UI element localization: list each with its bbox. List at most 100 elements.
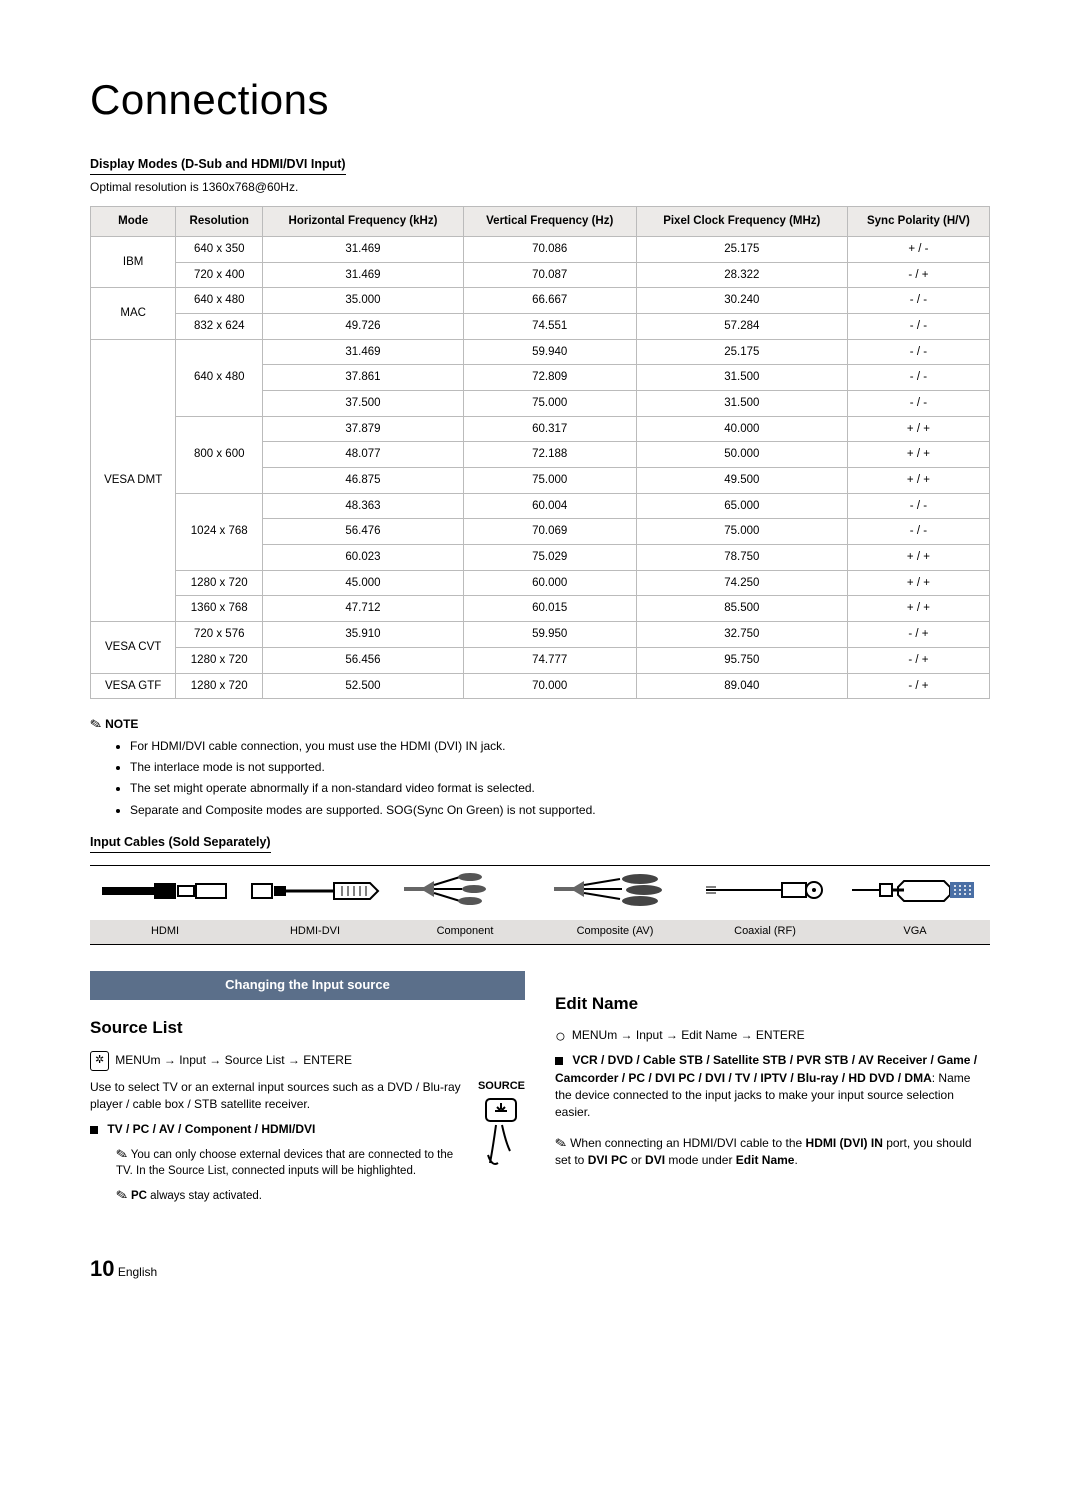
table-header: Vertical Frequency (Hz) [463,207,636,237]
mode-cell: IBM [91,237,176,288]
cable-icon [700,872,830,908]
data-cell: + / + [847,416,989,442]
data-cell: 48.363 [263,493,464,519]
data-cell: 31.469 [263,237,464,263]
cable-label-row: HDMIHDMI-DVIComponentComposite (AV)Coaxi… [90,920,990,945]
data-cell: 50.000 [636,442,847,468]
data-cell: 52.500 [263,673,464,699]
source-label: SOURCE [478,1079,525,1095]
table-header: Horizontal Frequency (kHz) [263,207,464,237]
data-cell: 56.476 [263,519,464,545]
source-list-heading: Source List [90,1016,525,1041]
data-cell: 47.712 [263,596,464,622]
cable-art-row [90,865,990,920]
cable-art-cell [90,866,240,920]
data-cell: 57.284 [636,314,847,340]
source-list-note2: ✎ PC always stay activated. [116,1184,462,1205]
cable-art-cell [690,866,840,920]
data-cell: 70.000 [463,673,636,699]
menu-icon: ✲ [90,1051,109,1071]
note-item: The set might operate abnormally if a no… [130,780,990,797]
data-cell: 74.551 [463,314,636,340]
cable-icon [100,872,230,908]
data-cell: 48.077 [263,442,464,468]
table-row: 800 x 60037.87960.31740.000+ / + [91,416,990,442]
table-header: Mode [91,207,176,237]
table-row: 1024 x 76848.36360.00465.000- / - [91,493,990,519]
menu-path-prefix: MENUm [115,1053,160,1067]
data-cell: + / + [847,468,989,494]
data-cell: 28.322 [636,262,847,288]
cable-label: Composite (AV) [540,920,690,944]
data-cell: - / - [847,314,989,340]
mode-cell: VESA CVT [91,622,176,673]
data-cell: 70.069 [463,519,636,545]
resolution-cell: 1280 x 720 [176,570,263,596]
table-header: Pixel Clock Frequency (MHz) [636,207,847,237]
table-row: VESA GTF1280 x 72052.50070.00089.040- / … [91,673,990,699]
note-block: ✎ NOTE For HDMI/DVI cable connection, yo… [90,713,990,819]
cable-label: VGA [840,920,990,944]
data-cell: - / + [847,262,989,288]
table-row: VESA DMT640 x 48031.46959.94025.175- / - [91,339,990,365]
data-cell: - / - [847,493,989,519]
data-cell: 30.240 [636,288,847,314]
data-cell: 37.861 [263,365,464,391]
data-cell: 31.500 [636,391,847,417]
display-modes-heading: Display Modes (D-Sub and HDMI/DVI Input) [90,155,346,175]
data-cell: 31.500 [636,365,847,391]
data-cell: - / + [847,622,989,648]
data-cell: 95.750 [636,647,847,673]
source-list-bullet: TV / PC / AV / Component / HDMI/DVI [90,1121,462,1138]
mode-cell: MAC [91,288,176,339]
table-row: 1360 x 76847.71260.01585.500+ / + [91,596,990,622]
data-cell: 56.456 [263,647,464,673]
source-list-note1: ✎ You can only choose external devices t… [116,1143,462,1180]
resolution-cell: 1024 x 768 [176,493,263,570]
source-list-menu-path: ✲ MENUm → Input → Source List → ENTERE [90,1051,525,1071]
data-cell: 37.500 [263,391,464,417]
cable-art-cell [840,866,990,920]
square-bullet-icon [90,1126,98,1134]
data-cell: 59.940 [463,339,636,365]
data-cell: 49.726 [263,314,464,340]
data-cell: 60.004 [463,493,636,519]
cable-icon [850,872,980,908]
note-item: For HDMI/DVI cable connection, you must … [130,738,990,755]
note-label: NOTE [105,717,138,731]
display-modes-table: ModeResolutionHorizontal Frequency (kHz)… [90,206,990,699]
data-cell: 74.777 [463,647,636,673]
data-cell: 75.000 [463,468,636,494]
data-cell: 70.086 [463,237,636,263]
data-cell: 60.023 [263,545,464,571]
edit-name-menu-path: ○ MENUm → Input → Edit Name → ENTERE [555,1027,990,1044]
data-cell: + / + [847,596,989,622]
data-cell: + / + [847,545,989,571]
cable-label: Coaxial (RF) [690,920,840,944]
data-cell: + / - [847,237,989,263]
data-cell: 72.809 [463,365,636,391]
data-cell: 75.029 [463,545,636,571]
data-cell: 70.087 [463,262,636,288]
table-row: 1280 x 72056.45674.77795.750- / + [91,647,990,673]
data-cell: 60.000 [463,570,636,596]
resolution-cell: 640 x 350 [176,237,263,263]
table-row: VESA CVT720 x 57635.91059.95032.750- / + [91,622,990,648]
optimal-resolution-note: Optimal resolution is 1360x768@60Hz. [90,179,990,196]
data-cell: - / - [847,365,989,391]
page-footer: 10 English [90,1253,990,1285]
data-cell: - / - [847,391,989,417]
cable-icon [400,872,530,908]
data-cell: 45.000 [263,570,464,596]
note-icon: ✎ [88,713,104,735]
data-cell: 31.469 [263,339,464,365]
resolution-cell: 832 x 624 [176,314,263,340]
cable-icon [550,872,680,908]
data-cell: 85.500 [636,596,847,622]
source-button-art: SOURCE [478,1079,525,1173]
resolution-cell: 1360 x 768 [176,596,263,622]
input-cables-heading: Input Cables (Sold Separately) [90,833,271,853]
data-cell: 37.879 [263,416,464,442]
data-cell: 60.317 [463,416,636,442]
data-cell: 25.175 [636,237,847,263]
